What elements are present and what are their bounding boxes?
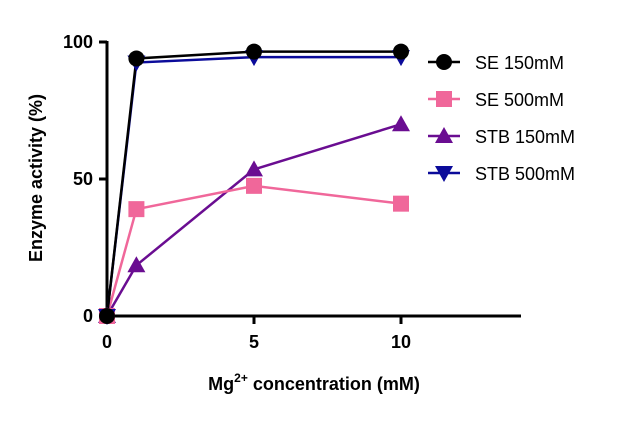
- axes: [105, 41, 521, 318]
- legend-marker: [435, 127, 453, 143]
- y-tick-label: 0: [83, 306, 93, 326]
- series-line-0: [105, 50, 401, 317]
- legend-label: SE 150mM: [475, 53, 564, 73]
- legend-marker: [436, 54, 452, 70]
- series-line-1: [105, 184, 402, 317]
- data-point-0-0: [99, 308, 115, 324]
- y-axis-label: Enzyme activity (%): [26, 94, 46, 262]
- y-tick-label: 50: [73, 169, 93, 189]
- data-point-2-3: [392, 115, 410, 132]
- x-axis-label-sup: 2+: [234, 371, 248, 385]
- x-axis-label-rest: concentration (mM): [248, 374, 420, 394]
- legend-item: STB 150mM: [428, 127, 575, 147]
- data-point-2-2: [245, 160, 263, 177]
- x-axis-label-main: Mg: [208, 374, 234, 394]
- legend-label: STB 500mM: [475, 164, 575, 184]
- x-tick-label: 5: [249, 332, 259, 352]
- legend-label: SE 500mM: [475, 90, 564, 110]
- data-point-0-1: [128, 50, 145, 67]
- legend-marker: [436, 91, 452, 107]
- legend-label: STB 150mM: [475, 127, 575, 147]
- series-line-2: [105, 123, 402, 317]
- legend-marker: [435, 166, 453, 182]
- data-point-1-3: [393, 195, 409, 212]
- data-point-2-1: [127, 256, 146, 273]
- legend: SE 150mM SE 500mM STB 150mM STB 500mM: [428, 53, 575, 184]
- y-tick-label: 100: [63, 32, 93, 52]
- legend-item: SE 150mM: [428, 53, 564, 73]
- legend-item: SE 500mM: [428, 90, 564, 110]
- x-tick-label: 0: [102, 332, 112, 352]
- data-point-1-2: [246, 177, 262, 194]
- legend-item: STB 500mM: [428, 164, 575, 184]
- x-axis-label: Mg2+ concentration (mM): [208, 371, 420, 394]
- data-point-1-1: [128, 201, 145, 218]
- x-tick-label: 10: [391, 332, 411, 352]
- data-point-0-2: [246, 43, 262, 60]
- data-point-0-3: [393, 43, 409, 60]
